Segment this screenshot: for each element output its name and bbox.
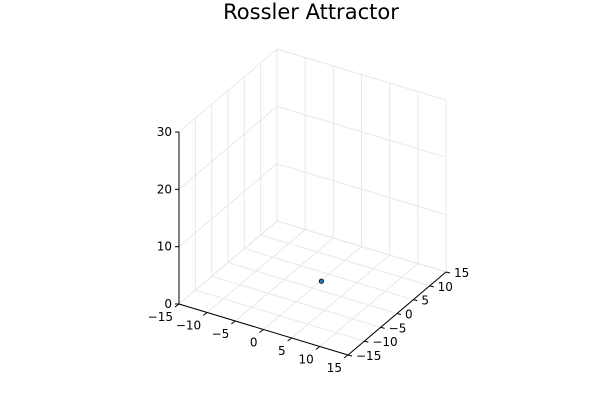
z-tick-label: 30	[157, 125, 172, 139]
y-tick-label: 0	[405, 308, 413, 322]
x-tick-label: −5	[212, 327, 230, 341]
floor-gridline-y	[260, 234, 430, 287]
y-tick-mark	[347, 354, 353, 357]
floor-gridline-y	[244, 248, 414, 301]
floor-gridline-y	[195, 289, 365, 342]
y-tick-mark	[413, 299, 418, 302]
x-tick-label: −10	[176, 319, 201, 333]
x-tick-mark	[259, 329, 264, 333]
x-tick-label: 0	[250, 336, 258, 350]
grid-layer	[178, 48, 447, 356]
back-wall-gridline-z	[276, 220, 447, 273]
x-tick-mark	[231, 320, 236, 325]
back-wall-gridline-z	[276, 105, 447, 158]
data-layer	[318, 278, 324, 284]
y-tick-label: 10	[438, 280, 453, 294]
data-point	[318, 278, 324, 284]
y-tick-label: 5	[421, 294, 429, 308]
side-wall-gridline-z	[178, 220, 278, 305]
z-tick-label: 10	[157, 240, 172, 254]
y-tick-mark	[429, 285, 434, 288]
floor-gridline-y	[227, 262, 398, 314]
floor-gridline-y	[211, 275, 381, 328]
back-wall-gridline-z	[276, 48, 447, 101]
x-tick-label: 5	[278, 344, 286, 358]
chart-title: Rossler Attractor	[223, 0, 399, 24]
side-wall-gridline-z	[178, 48, 278, 133]
side-wall-gridline-z	[178, 163, 278, 248]
back-wall-gridline-z	[276, 163, 447, 216]
y-tick-label: 15	[454, 266, 469, 280]
z-tick-label: 0	[164, 297, 172, 311]
y-tick-mark	[364, 340, 369, 343]
x-tick-mark	[287, 337, 292, 342]
x-tick-label: −15	[148, 310, 173, 324]
y-tick-label: −5	[389, 321, 407, 335]
side-wall-gridline-z	[178, 105, 278, 190]
y-tick-label: −10	[372, 335, 397, 349]
y-tick-mark	[396, 313, 402, 315]
x-tick-label: 15	[327, 361, 342, 375]
y-tick-mark	[380, 326, 385, 329]
z-tick-label: 20	[157, 182, 172, 196]
y-tick-label: −15	[356, 349, 381, 363]
x-tick-mark	[315, 346, 321, 350]
y-tick-mark	[445, 271, 451, 274]
x-tick-mark	[202, 312, 208, 316]
x-tick-mark	[343, 354, 349, 359]
x-tick-label: 10	[299, 353, 314, 367]
